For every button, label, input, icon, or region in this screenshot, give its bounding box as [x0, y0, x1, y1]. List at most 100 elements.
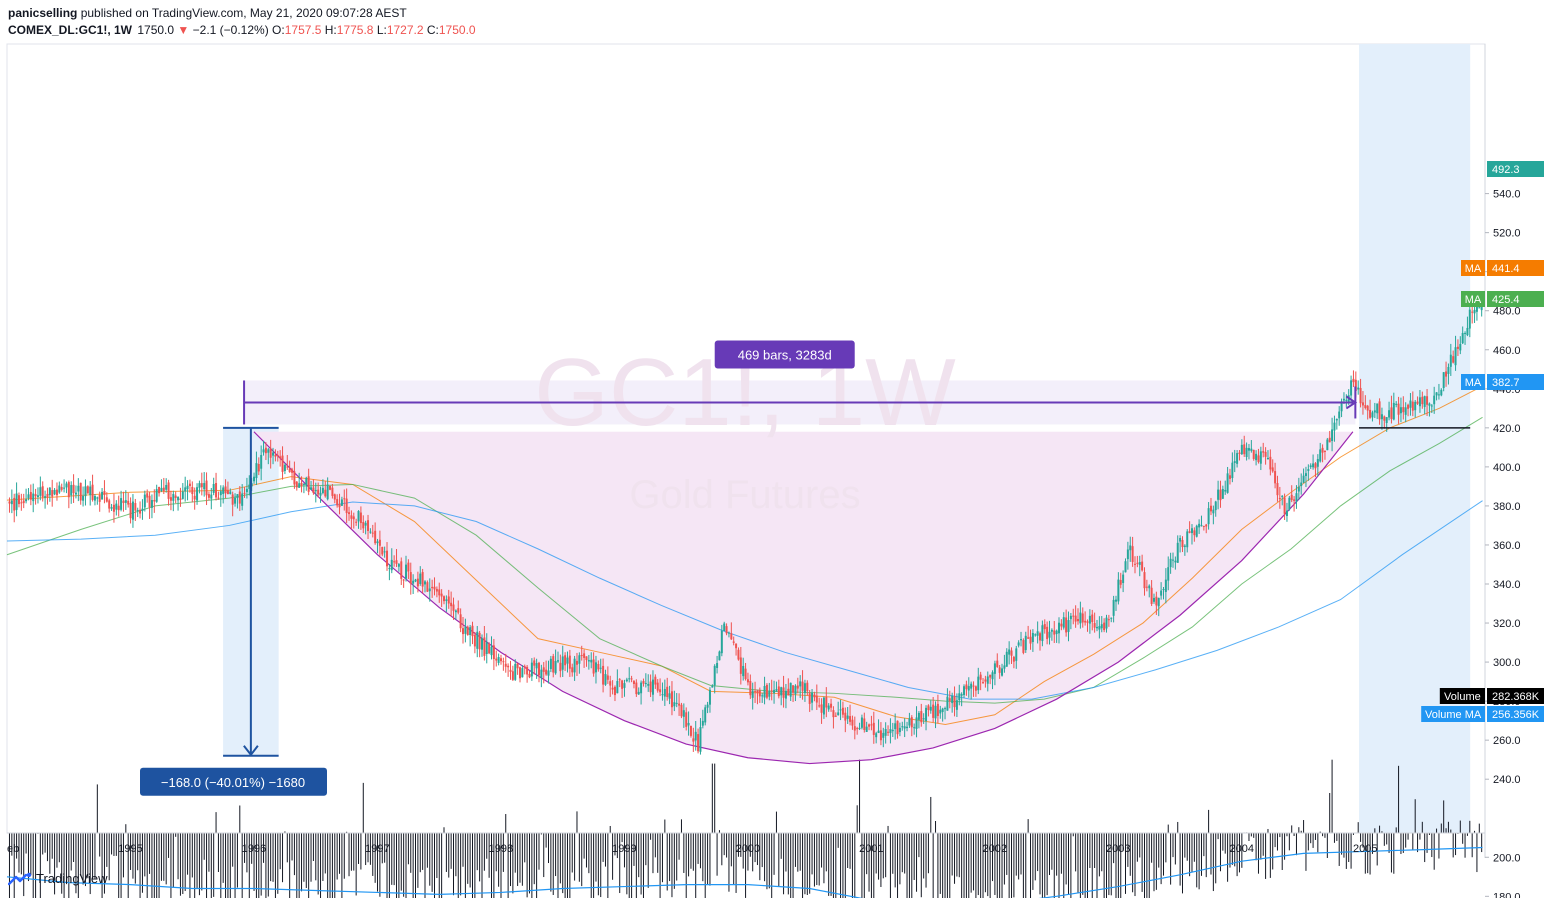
candle-body [1281, 495, 1284, 497]
candle-body [1015, 648, 1018, 661]
candle-body [993, 663, 996, 674]
candle-body [134, 503, 137, 511]
candle-body [1012, 656, 1015, 662]
candle-body [1399, 407, 1402, 414]
candle-body [188, 483, 191, 487]
candle-body [1233, 461, 1236, 463]
candle-body [1162, 589, 1165, 591]
candle-body [343, 498, 346, 500]
candle-body [364, 522, 367, 526]
candle-body [1236, 453, 1239, 464]
candle-body [974, 686, 977, 691]
badge-label: MA [1465, 263, 1482, 275]
candle-body [1297, 486, 1300, 492]
candle-body [476, 631, 479, 649]
candle-body [331, 487, 334, 496]
candle-body [1041, 625, 1044, 642]
candle-body [1141, 561, 1144, 571]
candle-body [692, 738, 695, 742]
candle-body [1335, 419, 1338, 421]
candle-body [471, 625, 474, 637]
candle-body [229, 491, 232, 494]
candle-body [1392, 402, 1395, 420]
candle-body [1202, 525, 1205, 527]
candle-body [1407, 404, 1410, 409]
candle-body [1077, 619, 1080, 622]
candle-body [1058, 622, 1061, 634]
candle-body [1290, 494, 1293, 501]
author-name[interactable]: panicselling [8, 6, 78, 20]
candle-body [416, 578, 419, 587]
candle-body [1024, 635, 1027, 651]
candle-body [17, 495, 20, 505]
candle-body [813, 694, 816, 698]
candle-body [1169, 558, 1172, 568]
candle-body [1029, 636, 1032, 644]
candle-body [1036, 631, 1039, 636]
x-tick-label: 1996 [242, 843, 266, 855]
candle-body [34, 494, 37, 497]
candle-body [706, 704, 709, 708]
candle-body [540, 669, 543, 678]
candle-body [716, 663, 719, 668]
candle-body [982, 682, 985, 684]
candle-body [1449, 354, 1452, 367]
candle-body [424, 581, 427, 585]
badge-value-box [1487, 161, 1544, 177]
candle-body [84, 486, 87, 497]
candle-body [948, 698, 951, 701]
candle-body [1442, 372, 1445, 388]
candle-body [967, 686, 970, 691]
candle-body [160, 487, 163, 491]
candle-body [77, 485, 80, 492]
candle-body [1048, 631, 1051, 638]
candle-body [386, 550, 389, 567]
candle-body [150, 500, 153, 508]
candle-body [1262, 451, 1265, 453]
candle-body [1214, 501, 1217, 511]
candle-body [694, 731, 697, 741]
candle-body [1010, 650, 1013, 656]
x-tick-label: 2002 [983, 843, 1007, 855]
candle-body [818, 705, 821, 707]
candle-body [1124, 561, 1127, 573]
candle-body [879, 730, 882, 741]
candle-body [1345, 399, 1348, 401]
candle-body [640, 682, 643, 694]
candle-body [958, 693, 961, 701]
candle-body [1300, 482, 1303, 486]
candle-body [580, 655, 583, 657]
tradingview-footer[interactable]: TradingView [8, 871, 108, 886]
candle-body [680, 704, 683, 717]
candle-body [701, 720, 704, 726]
candle-body [659, 689, 662, 693]
candle-body [1342, 398, 1345, 401]
candle-body [454, 610, 457, 613]
candle-body [984, 679, 987, 682]
candle-body [827, 705, 830, 710]
candle-body [754, 691, 757, 693]
low-value: 1727.2 [386, 23, 424, 37]
candle-body [1086, 621, 1089, 623]
candle-body [1464, 332, 1467, 334]
candle-body [167, 482, 170, 499]
candle-body [48, 487, 51, 496]
candle-body [93, 496, 96, 501]
candle-body [837, 712, 840, 716]
candle-body [1383, 416, 1386, 421]
candle-body [1250, 448, 1253, 451]
candle-body [1129, 545, 1132, 551]
candle-body [742, 665, 745, 677]
candle-body [1247, 448, 1250, 451]
candle-body [10, 500, 13, 505]
candle-body [1459, 343, 1462, 351]
candle-body [295, 481, 298, 488]
candle-body [1257, 455, 1260, 462]
candle-body [1017, 642, 1020, 646]
candle-body [53, 489, 56, 495]
candle-body [1100, 624, 1103, 629]
candle-body [409, 572, 412, 584]
candle-body [1167, 567, 1170, 581]
candle-body [281, 455, 284, 472]
